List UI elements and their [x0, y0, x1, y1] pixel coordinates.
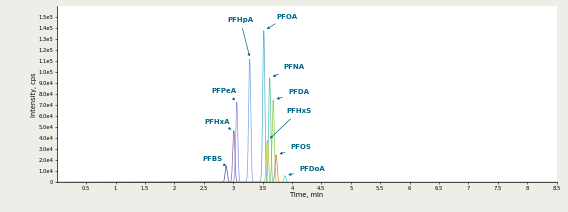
Text: PFOS: PFOS: [280, 144, 311, 154]
Text: PFOA: PFOA: [268, 14, 297, 29]
Text: PFHpA: PFHpA: [227, 17, 253, 56]
Y-axis label: Intensity, cps: Intensity, cps: [31, 72, 37, 117]
Text: PFHxA: PFHxA: [204, 119, 231, 129]
Text: PFHxS: PFHxS: [270, 108, 311, 138]
Text: PFPeA: PFPeA: [212, 88, 237, 100]
Text: PFBS: PFBS: [203, 156, 225, 166]
X-axis label: Time, min: Time, min: [290, 192, 323, 198]
Text: PFNA: PFNA: [274, 64, 304, 77]
Text: PFDA: PFDA: [277, 89, 309, 99]
Text: PFDoA: PFDoA: [289, 166, 325, 175]
